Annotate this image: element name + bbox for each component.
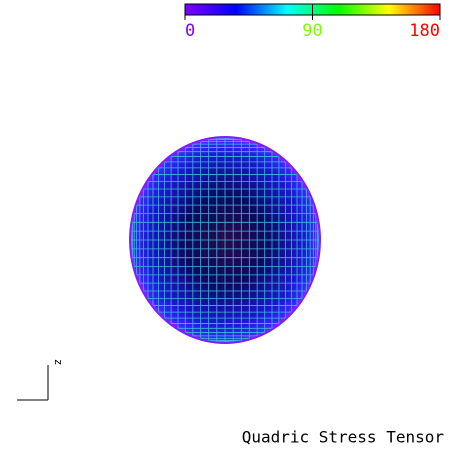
axis-label: z [52,359,65,366]
colorbar-tick-label: 90 [302,21,322,41]
colorbar-tick-label: 0 [185,21,195,41]
title: Quadric Stress Tensor [242,428,445,447]
colorbar-tick-label: 180 [409,21,440,41]
